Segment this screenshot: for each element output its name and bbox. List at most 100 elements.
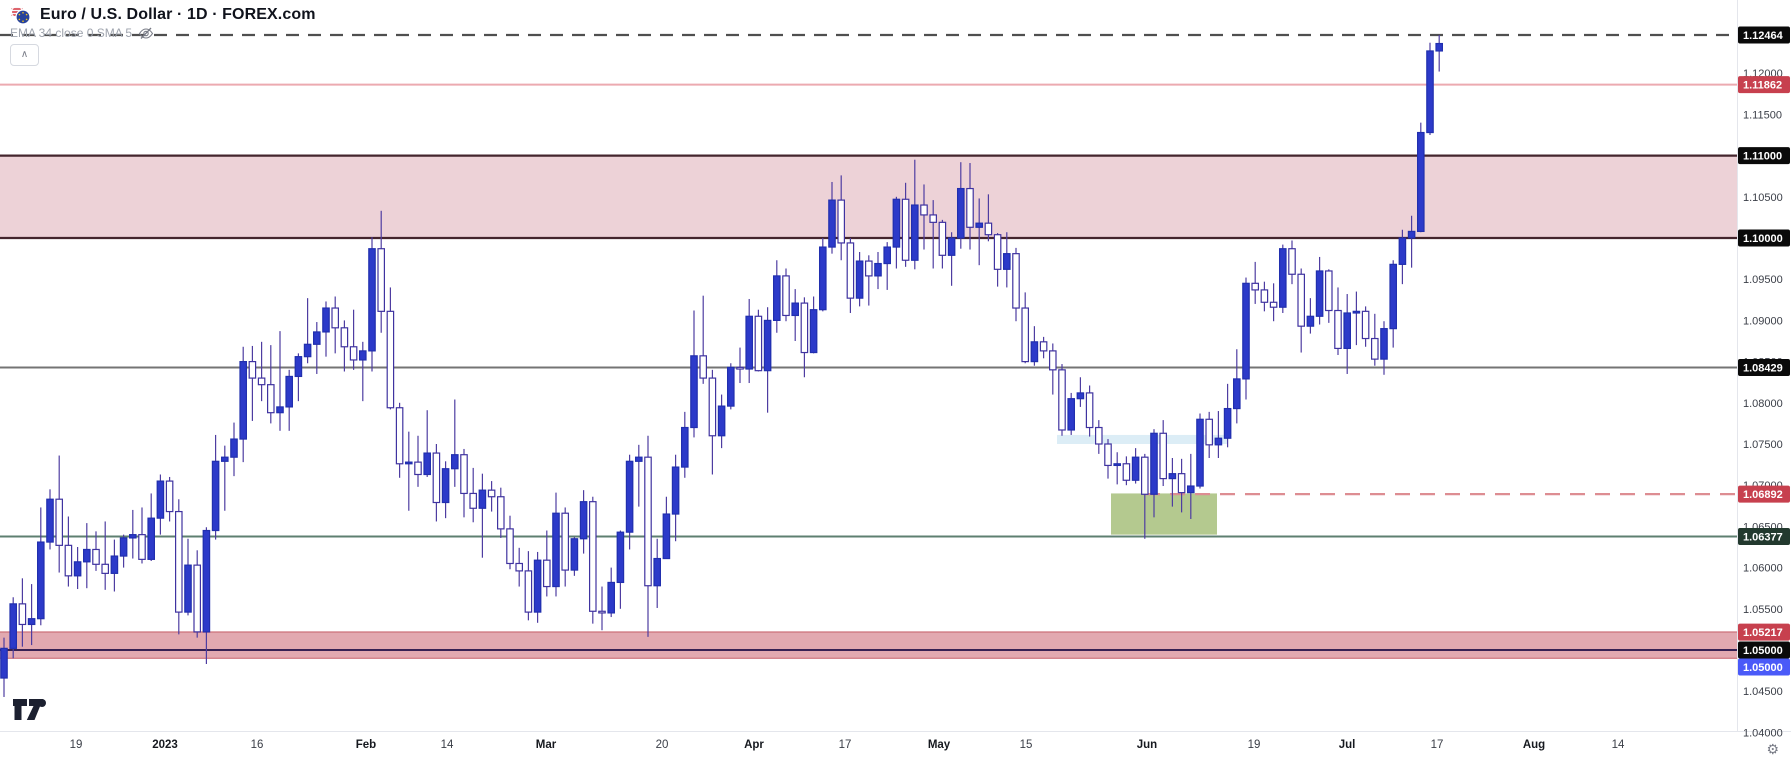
price-badge-label: 1.06377 — [1743, 532, 1783, 544]
candle — [46, 489, 54, 550]
price-badge — [1738, 147, 1790, 165]
price-badge — [1738, 485, 1790, 503]
candle — [892, 196, 901, 269]
candle — [579, 490, 588, 554]
candle — [1232, 349, 1241, 424]
price-badge — [1738, 76, 1790, 94]
candle — [331, 296, 340, 354]
candle — [276, 331, 284, 431]
axes-layer — [0, 0, 1791, 732]
candle — [469, 467, 478, 523]
candle — [248, 345, 257, 421]
candle — [349, 309, 358, 370]
collapse-panel-button[interactable]: ∧ — [10, 44, 39, 66]
candle — [1131, 448, 1140, 484]
price-badge-label: 1.10000 — [1743, 233, 1783, 245]
candle — [368, 237, 376, 372]
indicator-row[interactable]: EMA 34 close 0 SMA 5 — [10, 26, 154, 40]
candle — [1380, 321, 1388, 375]
candle — [1343, 294, 1352, 374]
candle — [82, 523, 91, 589]
x-axis-tick-label: 17 — [1431, 739, 1444, 751]
support-zone — [0, 632, 1737, 659]
candle — [726, 363, 735, 410]
candle — [542, 530, 551, 597]
candle — [497, 487, 505, 538]
resistance-zone — [0, 155, 1737, 238]
candle — [377, 210, 386, 333]
candle — [239, 346, 248, 463]
tradingview-logo[interactable] — [12, 697, 54, 727]
candle — [1002, 232, 1011, 288]
candle — [451, 399, 459, 487]
candle — [184, 538, 192, 616]
y-axis-tick-label: 1.04500 — [1743, 686, 1783, 698]
candle — [956, 162, 965, 249]
candle — [1278, 244, 1287, 313]
candle — [745, 298, 754, 384]
candle — [441, 461, 450, 519]
y-axis-tick-label: 1.09000 — [1743, 315, 1783, 327]
candle — [138, 507, 146, 564]
candle — [322, 301, 330, 357]
candle — [257, 341, 266, 402]
x-axis-tick-label: 14 — [1612, 739, 1625, 751]
x-axis-tick-label: May — [928, 739, 951, 751]
candle — [1140, 453, 1149, 539]
candle — [211, 434, 220, 540]
candle — [487, 481, 496, 512]
candle — [506, 515, 514, 570]
candle — [1306, 298, 1315, 334]
demand-box — [1111, 493, 1217, 535]
candle — [359, 341, 367, 402]
candle — [340, 320, 349, 372]
candle — [561, 507, 570, 587]
candle — [1012, 247, 1020, 322]
candle — [966, 163, 974, 250]
candle — [119, 534, 128, 568]
eye-off-icon[interactable] — [138, 27, 154, 40]
candle — [1352, 291, 1361, 346]
candle — [1297, 268, 1306, 353]
price-badge-label: 1.12464 — [1743, 30, 1784, 42]
candle — [570, 537, 579, 576]
candle — [1021, 292, 1030, 364]
candle — [800, 297, 809, 378]
candle — [708, 369, 717, 475]
symbol-header[interactable]: Euro / U.S. Dollar · 1D · FOREX.com — [10, 5, 316, 25]
candle — [165, 476, 174, 522]
candles-layer — [0, 34, 1444, 697]
candle — [809, 296, 818, 354]
price-badge — [1738, 358, 1790, 376]
candle — [1361, 306, 1370, 347]
candle — [818, 238, 827, 312]
candle — [690, 310, 698, 438]
price-badge-label: 1.11000 — [1743, 151, 1782, 163]
price-badge — [1738, 641, 1790, 659]
candle — [405, 431, 413, 511]
candle — [110, 539, 119, 592]
candle — [1205, 411, 1214, 459]
candle — [1407, 215, 1416, 268]
candle — [193, 550, 202, 638]
price-badge-label: 1.11862 — [1743, 80, 1782, 92]
candle — [1058, 364, 1066, 436]
price-badge — [1738, 26, 1790, 44]
candle — [1150, 429, 1158, 518]
candle — [552, 492, 560, 597]
price-scale-settings-gear-icon[interactable]: ⚙ — [1766, 741, 1779, 757]
x-axis[interactable]: 19 2023 16 Feb 14 Mar 20 Apr 17 May 15 Jun 19 Jul 17 Au… — [70, 739, 1625, 751]
candle — [202, 527, 211, 665]
y-axis-tick-label: 1.10500 — [1743, 192, 1783, 204]
price-badge-label: 1.08429 — [1743, 362, 1783, 374]
x-axis-tick-label: 20 — [656, 739, 669, 751]
x-axis-tick-label: 16 — [251, 739, 264, 751]
candle — [653, 538, 662, 608]
chevron-up-icon: ∧ — [20, 49, 29, 60]
candle — [883, 242, 892, 290]
x-axis-tick-label: 15 — [1020, 739, 1033, 751]
candle — [1426, 42, 1434, 135]
candle — [1168, 458, 1177, 507]
